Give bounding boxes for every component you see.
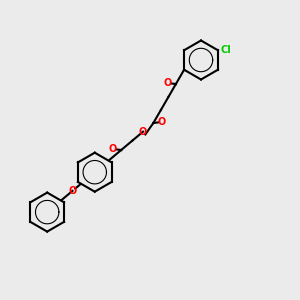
Text: O: O bbox=[158, 116, 166, 127]
Text: O: O bbox=[163, 77, 172, 88]
Text: Cl: Cl bbox=[221, 45, 232, 55]
Text: O: O bbox=[108, 143, 116, 154]
Text: O: O bbox=[139, 127, 147, 137]
Text: O: O bbox=[68, 186, 76, 196]
